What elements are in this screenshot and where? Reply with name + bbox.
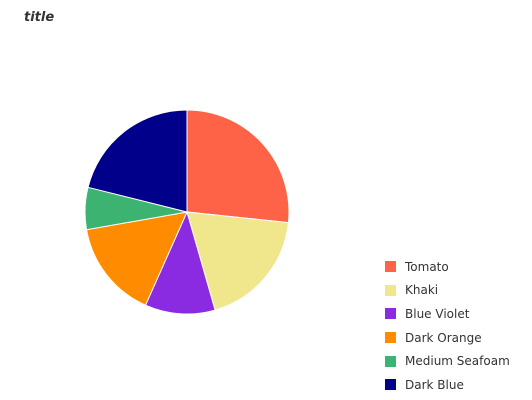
legend-swatch xyxy=(385,308,396,320)
pie-slice-dark-orange xyxy=(85,211,188,306)
legend-swatch xyxy=(385,355,396,367)
legend-swatch xyxy=(385,261,396,273)
legend-label: Dark Blue xyxy=(405,377,464,392)
pie-slice-khaki xyxy=(186,211,289,311)
legend-label: Khaki xyxy=(405,283,439,298)
legend: Tomato Khaki Blue Violet Dark Orange Medium … xyxy=(385,255,510,397)
pie-slice-blue-violet xyxy=(144,210,216,315)
legend-label: Tomato xyxy=(405,259,449,274)
legend-item: Tomato xyxy=(385,255,510,279)
legend-swatch xyxy=(385,332,396,344)
legend-swatch xyxy=(385,379,396,391)
legend-item: Khaki xyxy=(385,279,510,303)
legend-item: Medium Seafoam xyxy=(385,349,510,373)
pie-slice-dark-blue xyxy=(87,109,188,213)
legend-label: Medium Seafoam xyxy=(405,354,510,369)
legend-swatch xyxy=(385,284,396,296)
pie-slice-tomato xyxy=(186,109,290,224)
legend-item: Dark Blue xyxy=(385,373,510,397)
legend-label: Blue Violet xyxy=(405,306,470,321)
legend-label: Dark Orange xyxy=(405,330,482,345)
chart-title: title xyxy=(24,10,55,25)
legend-item: Dark Orange xyxy=(385,326,510,350)
legend-item: Blue Violet xyxy=(385,302,510,326)
